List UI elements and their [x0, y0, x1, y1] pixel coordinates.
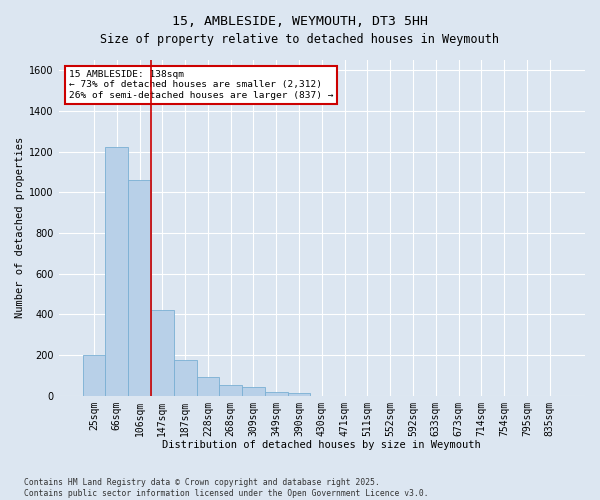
Y-axis label: Number of detached properties: Number of detached properties [15, 137, 25, 318]
Bar [219, 384, 242, 396]
Bar [242, 386, 265, 396]
Text: Contains HM Land Registry data © Crown copyright and database right 2025.
Contai: Contains HM Land Registry data © Crown c… [24, 478, 428, 498]
Bar [106, 148, 128, 396]
Bar [128, 180, 151, 396]
Bar [174, 360, 197, 396]
Bar [151, 310, 174, 396]
Text: 15, AMBLESIDE, WEYMOUTH, DT3 5HH: 15, AMBLESIDE, WEYMOUTH, DT3 5HH [172, 15, 428, 28]
Bar [287, 392, 310, 396]
Text: 15 AMBLESIDE: 138sqm
← 73% of detached houses are smaller (2,312)
26% of semi-de: 15 AMBLESIDE: 138sqm ← 73% of detached h… [69, 70, 334, 100]
Text: Size of property relative to detached houses in Weymouth: Size of property relative to detached ho… [101, 32, 499, 46]
X-axis label: Distribution of detached houses by size in Weymouth: Distribution of detached houses by size … [163, 440, 481, 450]
Bar [83, 355, 106, 396]
Bar [197, 378, 219, 396]
Bar [265, 392, 287, 396]
